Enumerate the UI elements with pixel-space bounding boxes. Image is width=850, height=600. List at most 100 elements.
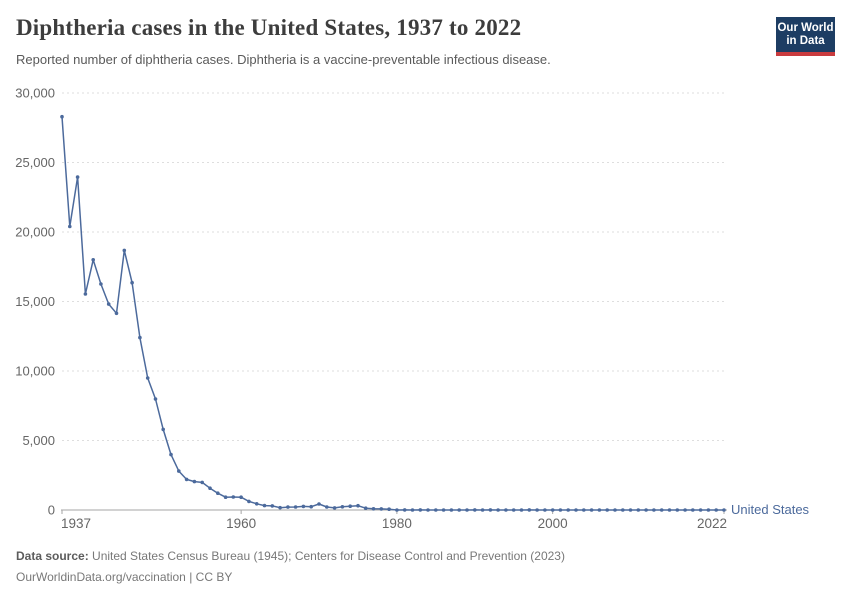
data-point[interactable] <box>574 508 578 512</box>
data-point[interactable] <box>613 508 617 512</box>
owid-logo-line1: Our World <box>777 22 834 34</box>
data-point[interactable] <box>644 508 648 512</box>
data-point[interactable] <box>621 508 625 512</box>
separator: | <box>185 570 196 584</box>
data-point[interactable] <box>628 508 633 512</box>
y-axis-tick-label: 30,000 <box>15 86 55 101</box>
data-point[interactable] <box>254 502 259 506</box>
data-point[interactable] <box>457 508 462 512</box>
data-point[interactable] <box>441 508 446 512</box>
data-point[interactable] <box>177 469 181 473</box>
data-point[interactable] <box>153 397 158 401</box>
line-chart[interactable]: 0 5,000 10,000 15,000 20,000 25,000 30,000 1937… <box>0 85 850 545</box>
data-point[interactable] <box>667 508 672 512</box>
x-axis-tick-label: 2000 <box>538 516 568 531</box>
data-point[interactable] <box>558 508 563 512</box>
data-point[interactable] <box>519 508 524 512</box>
data-point[interactable] <box>247 499 251 504</box>
data-point[interactable] <box>566 508 570 512</box>
data-point[interactable] <box>387 507 391 512</box>
license-link[interactable]: CC BY <box>195 570 233 584</box>
data-point[interactable] <box>161 427 165 432</box>
data-point[interactable] <box>714 508 718 512</box>
data-point[interactable] <box>138 335 142 340</box>
data-point[interactable] <box>465 508 469 512</box>
data-point[interactable] <box>504 508 508 512</box>
data-point[interactable] <box>550 508 555 512</box>
owid-logo[interactable]: Our World in Data <box>776 17 835 56</box>
data-point[interactable] <box>145 376 150 380</box>
data-point[interactable] <box>659 508 664 512</box>
data-point[interactable] <box>231 495 236 499</box>
data-point[interactable] <box>278 505 282 510</box>
data-point[interactable] <box>698 508 703 512</box>
data-point[interactable] <box>675 508 680 512</box>
data-point[interactable] <box>722 508 726 512</box>
data-point[interactable] <box>99 282 103 286</box>
data-point[interactable] <box>317 502 321 506</box>
data-point[interactable] <box>340 505 345 509</box>
y-axis-tick-label: 20,000 <box>15 225 55 240</box>
data-point[interactable] <box>325 505 329 509</box>
data-point[interactable] <box>68 224 72 229</box>
data-point[interactable] <box>293 505 298 509</box>
data-point[interactable] <box>184 477 189 482</box>
data-point[interactable] <box>473 508 477 512</box>
data-point[interactable] <box>379 507 384 511</box>
data-point[interactable] <box>91 258 95 262</box>
data-point[interactable] <box>169 452 173 457</box>
data-point[interactable] <box>449 508 454 512</box>
data-point[interactable] <box>410 508 415 512</box>
data-point[interactable] <box>652 508 656 512</box>
data-point[interactable] <box>262 503 267 508</box>
data-point[interactable] <box>535 508 539 512</box>
data-point[interactable] <box>270 504 275 508</box>
page-title: Diphtheria cases in the United States, 1… <box>16 15 522 40</box>
data-point[interactable] <box>597 508 602 512</box>
data-point[interactable] <box>223 495 228 500</box>
data-point[interactable] <box>75 175 80 179</box>
data-point[interactable] <box>200 480 204 485</box>
x-axis-tick-label: 1980 <box>382 516 412 531</box>
data-point[interactable] <box>106 302 111 306</box>
data-point[interactable] <box>332 506 337 510</box>
data-point[interactable] <box>418 508 423 512</box>
data-point[interactable] <box>691 508 695 512</box>
data-point[interactable] <box>130 280 134 285</box>
data-point[interactable] <box>589 508 594 512</box>
data-point[interactable] <box>683 508 687 512</box>
data-point[interactable] <box>395 508 399 512</box>
owid-url-link[interactable]: OurWorldinData.org/vaccination <box>16 570 186 584</box>
data-point[interactable] <box>636 508 641 512</box>
data-point[interactable] <box>488 508 493 512</box>
data-point[interactable] <box>543 508 547 512</box>
data-source-text: United States Census Bureau (1945); Cent… <box>88 549 565 563</box>
data-point[interactable] <box>192 479 197 484</box>
data-point[interactable] <box>356 503 360 508</box>
data-point[interactable] <box>239 495 243 500</box>
data-point[interactable] <box>60 114 64 119</box>
data-point[interactable] <box>511 508 516 512</box>
data-point[interactable] <box>122 248 127 253</box>
data-point[interactable] <box>434 508 438 512</box>
data-point[interactable] <box>496 508 500 512</box>
data-point[interactable] <box>426 508 430 512</box>
data-point[interactable] <box>309 504 314 509</box>
data-point[interactable] <box>216 491 220 496</box>
series-end-label[interactable]: United States <box>731 502 810 517</box>
data-point[interactable] <box>605 508 609 512</box>
data-point[interactable] <box>582 508 586 512</box>
data-point[interactable] <box>208 486 212 491</box>
data-point[interactable] <box>402 508 407 512</box>
data-point[interactable] <box>706 508 711 512</box>
data-point[interactable] <box>114 311 119 316</box>
data-point[interactable] <box>301 504 306 509</box>
data-point[interactable] <box>286 505 290 509</box>
data-point[interactable] <box>371 507 376 511</box>
data-point[interactable] <box>363 506 368 511</box>
data-point[interactable] <box>348 504 353 509</box>
data-point[interactable] <box>527 508 532 512</box>
data-point[interactable] <box>83 292 88 296</box>
data-point[interactable] <box>480 508 485 512</box>
x-axis-tick-label: 1937 <box>61 516 91 531</box>
